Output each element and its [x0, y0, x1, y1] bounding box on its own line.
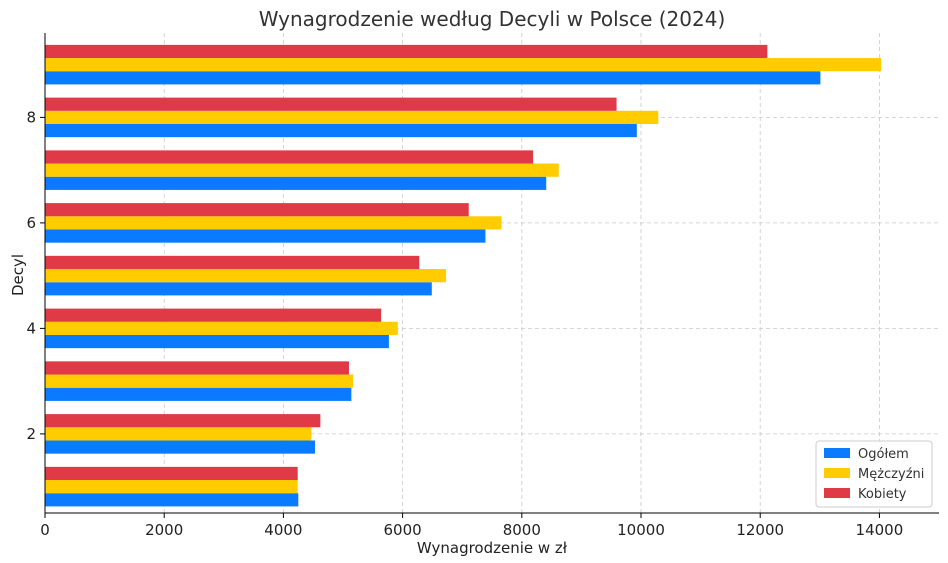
y-tick-label: 2: [26, 425, 36, 443]
legend-label: Mężczyźni: [858, 467, 924, 482]
bar-kobiety-decyl-9: [45, 44, 768, 59]
axes: [40, 33, 939, 518]
bar-kobiety-decyl-6: [45, 203, 469, 217]
bar-mężczyźni-decyl-6: [45, 216, 502, 230]
y-tick-label: 6: [26, 214, 36, 232]
bars: [45, 44, 882, 507]
x-tick-label: 14000: [856, 521, 904, 539]
bar-mężczyźni-decyl-7: [45, 163, 559, 177]
bar-ogółem-decyl-1: [45, 493, 299, 507]
x-tick-label: 12000: [736, 521, 784, 539]
y-tick-label: 4: [26, 319, 36, 337]
legend-swatch-mężczyźni: [824, 468, 850, 478]
bar-ogółem-decyl-9: [45, 71, 821, 85]
bar-mężczyźni-decyl-3: [45, 374, 354, 388]
bar-ogółem-decyl-8: [45, 123, 637, 138]
bar-kobiety-decyl-8: [45, 97, 617, 111]
legend-label: Kobiety: [858, 487, 907, 502]
bar-ogółem-decyl-3: [45, 387, 352, 401]
bar-kobiety-decyl-1: [45, 466, 298, 481]
legend-swatch-ogółem: [824, 448, 850, 458]
x-tick-label: 0: [40, 521, 50, 539]
bar-ogółem-decyl-4: [45, 334, 389, 349]
legend-swatch-kobiety: [824, 488, 850, 498]
bar-ogółem-decyl-7: [45, 176, 547, 190]
chart-title: Wynagrodzenie według Decyli w Polsce (20…: [259, 7, 726, 31]
bar-mężczyźni-decyl-5: [45, 269, 447, 283]
x-tick-label: 6000: [384, 521, 422, 539]
bar-kobiety-decyl-5: [45, 255, 420, 270]
bar-mężczyźni-decyl-1: [45, 480, 298, 494]
bar-mężczyźni-decyl-8: [45, 110, 659, 124]
legend-label: Ogółem: [858, 447, 909, 462]
bar-ogółem-decyl-2: [45, 440, 315, 454]
x-tick-label: 8000: [503, 521, 541, 539]
bar-mężczyźni-decyl-4: [45, 321, 398, 335]
x-tick-label: 10000: [617, 521, 665, 539]
x-tick-label: 2000: [145, 521, 183, 539]
bar-ogółem-decyl-5: [45, 282, 432, 296]
bar-kobiety-decyl-7: [45, 150, 534, 164]
x-tick-label: 4000: [264, 521, 302, 539]
bar-ogółem-decyl-6: [45, 229, 486, 243]
y-tick-label: 8: [26, 108, 36, 126]
tick-labels: 0 2000 4000 6000 8000 10000 12000 14000 2 4 6 8: [26, 108, 903, 539]
y-axis-label: Decyl: [9, 254, 27, 296]
x-axis-label: Wynagrodzenie w zł: [417, 539, 568, 557]
bar-mężczyźni-decyl-9: [45, 58, 882, 72]
bar-kobiety-decyl-4: [45, 308, 382, 322]
bar-kobiety-decyl-2: [45, 414, 321, 428]
bar-kobiety-decyl-3: [45, 361, 349, 375]
bar-mężczyźni-decyl-2: [45, 427, 312, 441]
legend: Ogółem Mężczyźni Kobiety: [815, 440, 933, 508]
